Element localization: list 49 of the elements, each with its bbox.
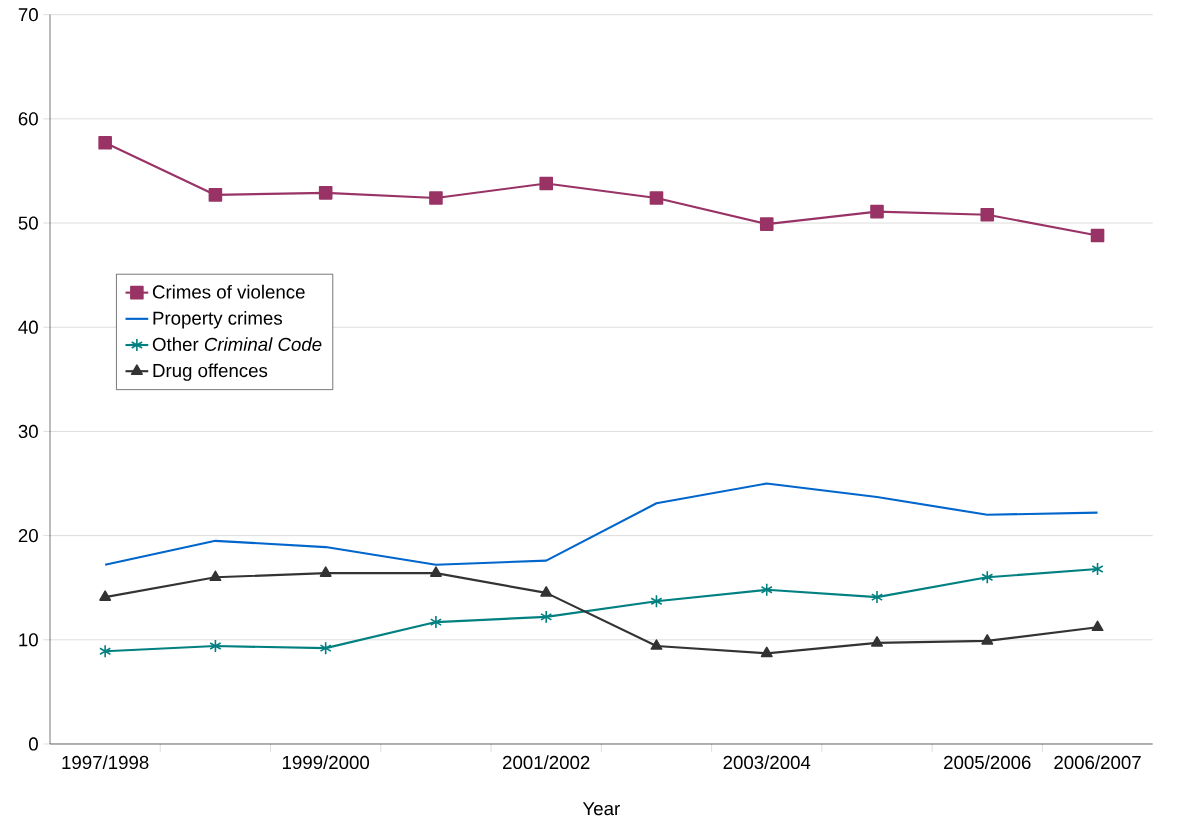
y-tick-label: 40: [18, 320, 38, 334]
x-tick-label: 2001/2002: [503, 755, 590, 770]
x-tick-label: 1999/2000: [282, 755, 370, 770]
point: [209, 570, 222, 582]
y-tick-label: 10: [19, 633, 38, 647]
point: [759, 217, 774, 231]
point: [871, 636, 883, 647]
point: [99, 644, 112, 659]
point: [539, 176, 554, 191]
point: [429, 191, 443, 205]
x-tick-label: 2006/2007: [1054, 755, 1141, 770]
point: [1090, 228, 1105, 243]
point: [649, 191, 664, 205]
y-tick-label: 0: [28, 737, 38, 751]
point: [650, 594, 663, 609]
point: [760, 582, 773, 597]
x-tick-label: 1997/1998: [62, 755, 149, 770]
x-tick-label: 2005/2006: [944, 755, 1031, 770]
legend-label: Drug offences: [153, 363, 268, 381]
point: [208, 188, 223, 202]
legend-label: Crimes of violence: [152, 284, 305, 299]
point: [1091, 562, 1104, 576]
x-tick-label: 2003/2004: [723, 755, 811, 770]
point: [318, 186, 333, 200]
y-tick-label: 70: [18, 8, 38, 22]
y-tick-label: 50: [18, 216, 38, 230]
point: [98, 136, 112, 150]
y-tick-label: 60: [18, 112, 38, 126]
point: [540, 610, 553, 624]
point: [209, 639, 222, 653]
point: [1091, 620, 1104, 632]
point: [871, 590, 883, 604]
y-tick-label: 20: [18, 528, 38, 543]
point: [319, 641, 332, 655]
point: [981, 570, 994, 585]
point: [540, 586, 553, 597]
x-axis-title: Year: [582, 802, 620, 816]
point: [760, 646, 773, 658]
point: [980, 207, 995, 222]
legend-label: Other Criminal Code: [152, 337, 322, 351]
point: [870, 204, 884, 219]
y-tick-label: 30: [18, 424, 38, 439]
point: [650, 639, 663, 650]
point: [981, 634, 994, 645]
point: [99, 590, 112, 601]
point: [429, 566, 442, 577]
legend-label: Property crimes: [153, 311, 282, 329]
point: [319, 566, 332, 577]
point: [429, 615, 442, 629]
